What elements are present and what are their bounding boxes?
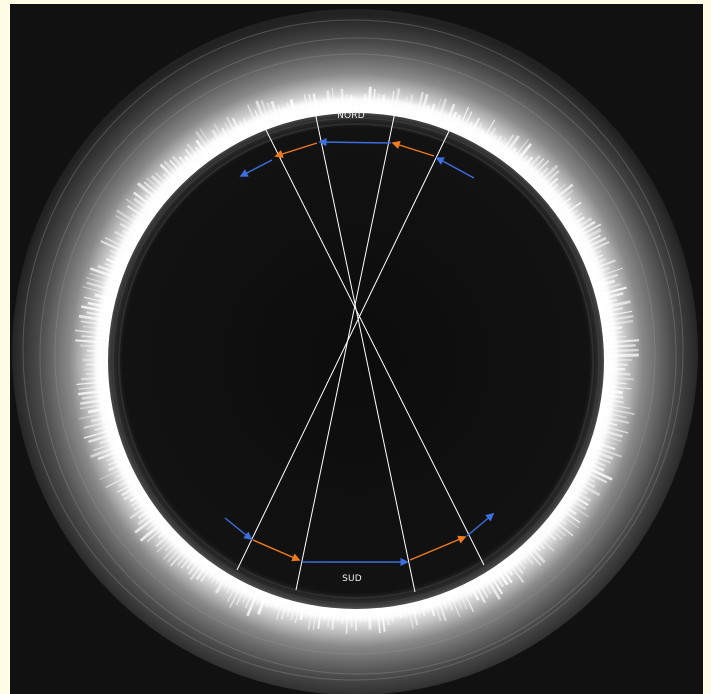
- arrow-icon: [239, 159, 273, 177]
- north-arrows: [239, 137, 475, 179]
- arrow-icon: [391, 141, 435, 157]
- arrow-icon: [252, 539, 301, 562]
- moon-disk-inner: [108, 113, 604, 609]
- south-arrows: [224, 512, 495, 567]
- south-label: SUD: [342, 574, 362, 584]
- construction-lines: [236, 111, 485, 593]
- corona-diagram: [12, 9, 698, 694]
- arrow-icon: [224, 517, 253, 541]
- north-label: NORD: [337, 111, 365, 121]
- line-1: [263, 125, 485, 566]
- arrow-icon: [318, 137, 392, 147]
- line-3: [295, 111, 396, 591]
- arrow-icon: [435, 157, 475, 179]
- moon-inner-ring: [118, 123, 594, 599]
- line-4: [236, 128, 451, 571]
- moon-inner-ring-2: [112, 117, 600, 605]
- arrow-icon: [274, 142, 318, 158]
- arrow-icon: [409, 535, 467, 561]
- corona-spikes: [74, 86, 640, 634]
- corona-streaks: [22, 19, 684, 681]
- eclipse-image: NORD SUD: [10, 4, 703, 694]
- line-2: [314, 111, 416, 593]
- arrow-icon: [466, 512, 495, 537]
